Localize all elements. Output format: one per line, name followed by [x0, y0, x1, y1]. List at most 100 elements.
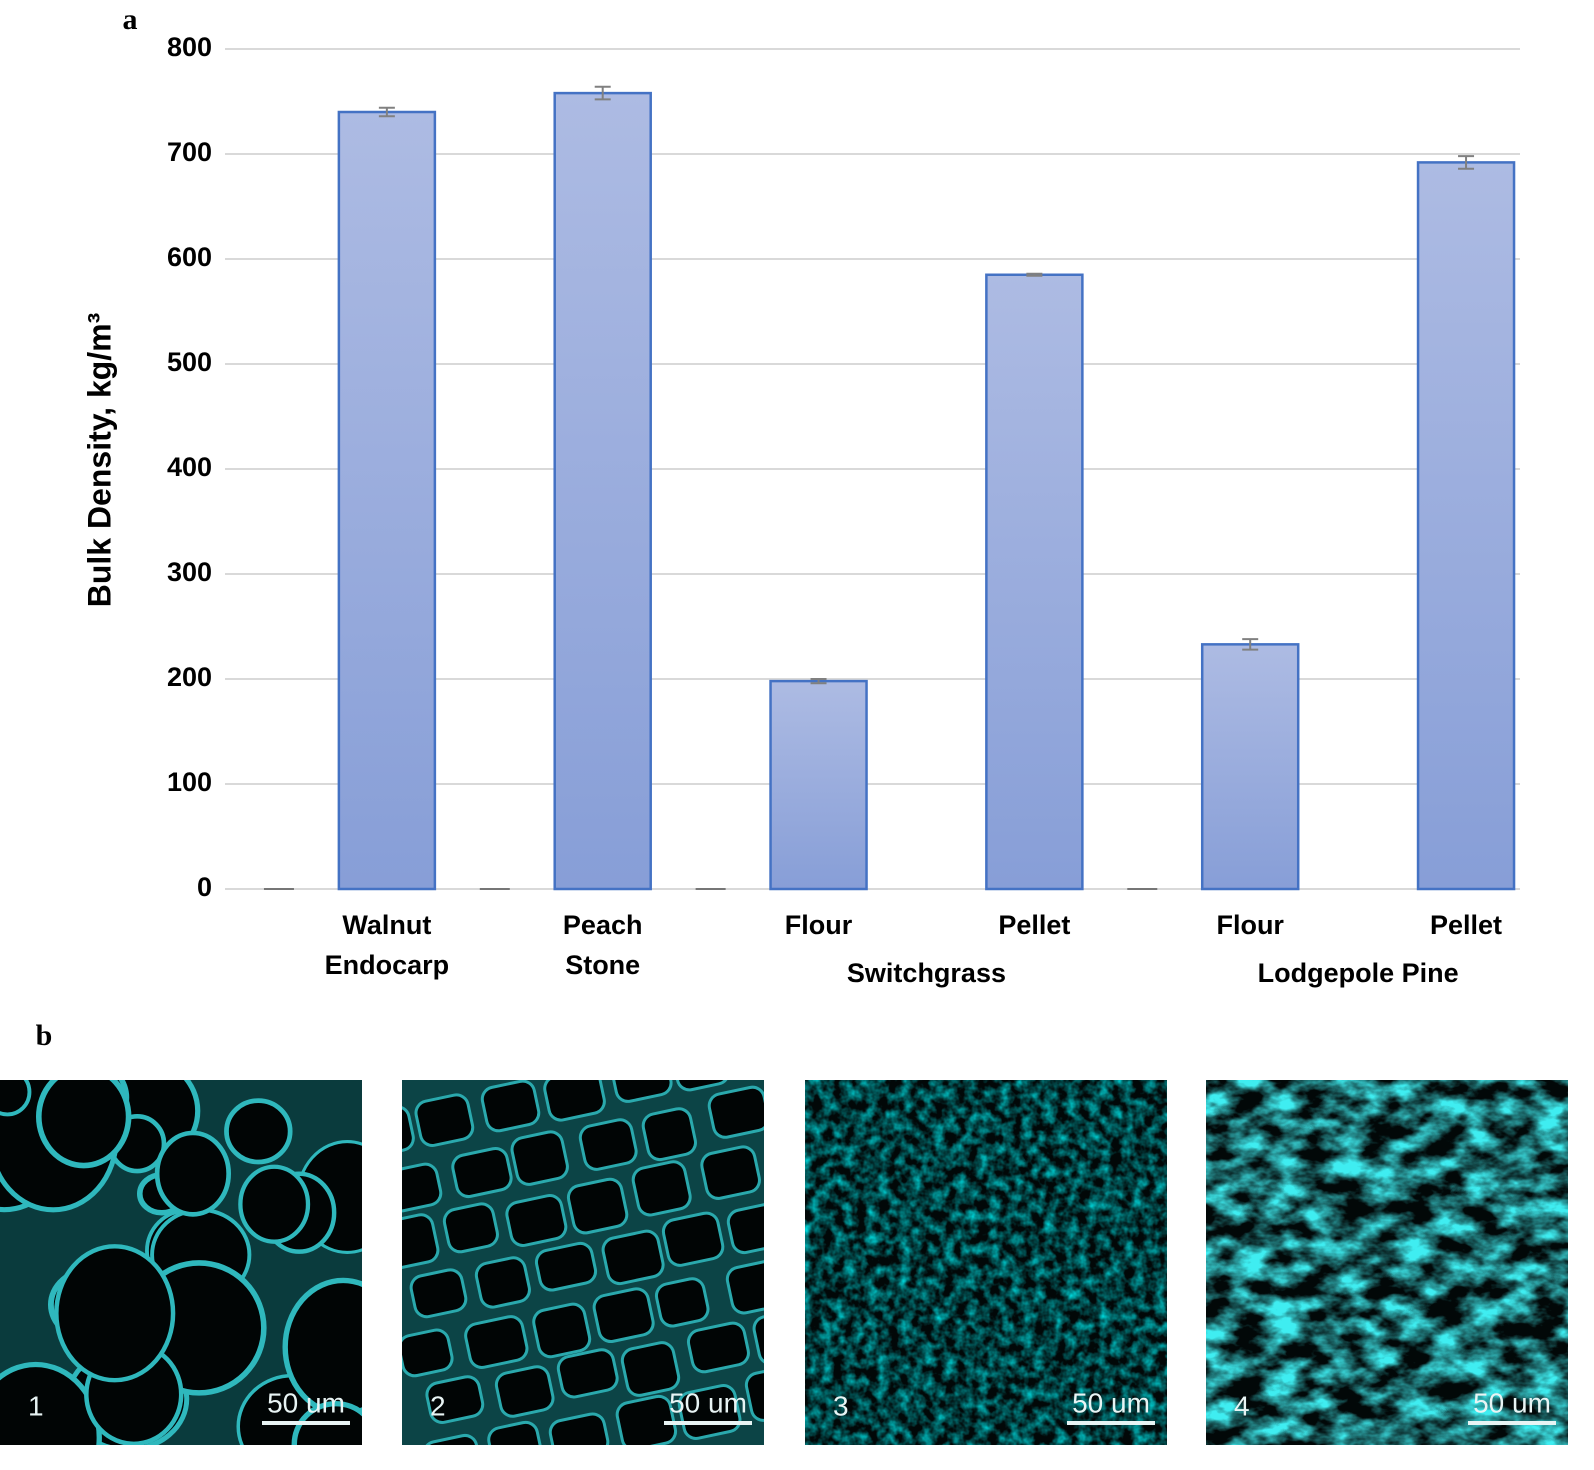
x-tick-label: Walnut Endocarp: [324, 910, 450, 980]
group-label: Lodgepole Pine: [1257, 958, 1459, 988]
cell: [442, 1202, 499, 1254]
x-tick-label: Flour: [784, 910, 853, 940]
cell: [686, 1321, 750, 1374]
y-tick-label: 600: [167, 242, 212, 272]
cell: [615, 1394, 678, 1445]
y-tick-label: 500: [167, 347, 212, 377]
cell: [402, 1213, 440, 1271]
image-content: [402, 1080, 764, 1445]
panel-number: 1: [28, 1390, 44, 1421]
image-content: [805, 1080, 1167, 1445]
cell: [402, 1162, 443, 1213]
cell: [36, 1080, 132, 1169]
cell: [556, 1348, 619, 1399]
bar: [1200, 643, 1300, 891]
cell: [425, 1375, 485, 1424]
y-tick-label: 0: [197, 872, 212, 902]
cell: [414, 1093, 475, 1147]
scale-label: 50 um: [1072, 1387, 1150, 1418]
cell: [752, 1309, 764, 1366]
bar: [553, 91, 652, 891]
cell: [661, 1211, 725, 1267]
y-tick-label: 800: [167, 32, 212, 62]
cell: [409, 1268, 468, 1319]
bar: [769, 679, 868, 891]
cell: [402, 1105, 415, 1159]
cell: [578, 1118, 638, 1171]
cell: [402, 1328, 454, 1378]
bar: [337, 110, 437, 891]
cell: [494, 1365, 555, 1418]
panel-number: 2: [430, 1390, 446, 1421]
cell: [654, 1277, 710, 1328]
cell: [0, 1080, 32, 1117]
bar: [1416, 161, 1516, 891]
cell: [548, 1412, 610, 1445]
x-tick-label: Flour: [1216, 910, 1284, 940]
micrograph: 2 50 um: [402, 1080, 764, 1445]
cell: [510, 1130, 569, 1186]
cell: [620, 1341, 681, 1397]
x-tick-label: Pellet: [1430, 910, 1503, 940]
cell: [480, 1080, 541, 1133]
y-axis-label: Bulk Density, kg/m³: [81, 313, 117, 608]
cell: [474, 1256, 531, 1309]
x-tick-label: Pellet: [998, 910, 1071, 940]
y-tick-label: 700: [167, 137, 212, 167]
micrograph: 3 50 um: [805, 1080, 1167, 1445]
cell: [0, 1361, 102, 1445]
image-content: [0, 1080, 362, 1445]
bar: [985, 273, 1084, 891]
cell: [464, 1315, 529, 1369]
cell: [700, 1145, 761, 1200]
error-bar: [1026, 272, 1043, 277]
cell: [601, 1229, 665, 1286]
cell: [726, 1201, 764, 1255]
cell: [238, 1164, 311, 1244]
cell: [534, 1241, 598, 1292]
scale-label: 50 um: [1473, 1387, 1551, 1418]
cell: [610, 1080, 673, 1103]
micrograph: 4 50 um: [1206, 1080, 1568, 1445]
cell: [707, 1085, 764, 1139]
panel-number: 4: [1234, 1390, 1250, 1421]
cell: [744, 1365, 764, 1422]
error-bar: [1242, 638, 1259, 651]
cell: [672, 1080, 731, 1092]
error-bar: [810, 678, 827, 685]
cell: [566, 1177, 629, 1235]
panel-label: a: [123, 3, 138, 36]
panel-label: b: [36, 1019, 53, 1052]
cell: [543, 1080, 606, 1122]
cell: [54, 1244, 176, 1383]
error-bar: [378, 106, 395, 118]
error-bar: [594, 85, 611, 101]
y-tick-label: 300: [167, 557, 212, 587]
cell: [631, 1160, 692, 1217]
cell: [505, 1194, 568, 1247]
cell: [154, 1130, 232, 1217]
image-texture: [805, 1080, 1167, 1445]
y-tick-label: 100: [167, 767, 212, 797]
panel-number: 3: [833, 1390, 849, 1421]
cell: [451, 1147, 513, 1199]
cell: [532, 1302, 592, 1359]
cell: [422, 1433, 483, 1445]
scale-label: 50 um: [267, 1387, 345, 1418]
cell: [677, 1384, 742, 1440]
image-content: [1206, 1080, 1568, 1445]
y-tick-label: 200: [167, 662, 212, 692]
y-tick-label: 400: [167, 452, 212, 482]
scale-label: 50 um: [669, 1387, 747, 1418]
cell: [641, 1107, 697, 1162]
x-tick-label: Peach Stone: [562, 910, 643, 980]
cell: [725, 1258, 764, 1315]
cell: [487, 1420, 543, 1445]
cell: [224, 1098, 293, 1165]
error-bar: [1458, 155, 1475, 170]
image-texture: [1206, 1080, 1568, 1445]
group-label: Switchgrass: [846, 958, 1006, 988]
cell: [592, 1287, 655, 1344]
